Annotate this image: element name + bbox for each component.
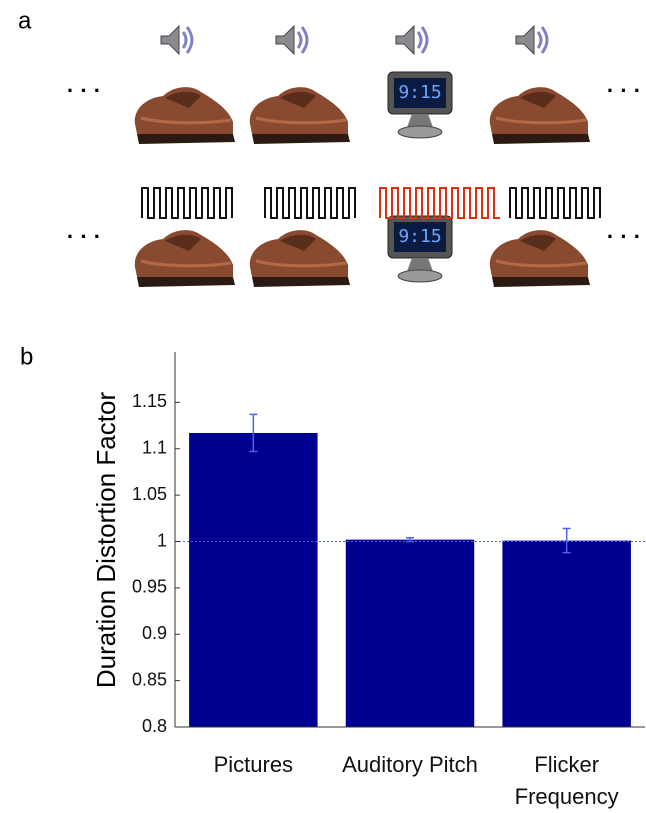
y-tick-label: 1 — [157, 530, 167, 550]
ellipsis: · · · — [607, 78, 641, 103]
y-tick-label: 0.95 — [132, 577, 167, 597]
figure-canvas: a 9:15 9:15 · · · · · · · · · · · · b Duratio… — [0, 0, 646, 813]
speaker-icon — [161, 26, 192, 54]
square-wave — [265, 188, 355, 218]
square-wave — [142, 188, 232, 218]
y-tick-label: 1.15 — [132, 391, 167, 411]
speaker-icon — [396, 26, 427, 54]
x-tick-label: Auditory Pitch — [340, 749, 480, 781]
y-tick-label: 1.05 — [132, 484, 167, 504]
ellipsis: · · · — [67, 224, 101, 249]
clock-display: 9:15 — [398, 226, 441, 247]
ellipsis: · · · — [607, 224, 641, 249]
square-wave — [380, 188, 500, 218]
bar — [502, 541, 630, 727]
y-tick-label: 0.85 — [132, 669, 167, 689]
shoe-icon — [250, 230, 350, 287]
bar — [346, 540, 474, 727]
bar — [189, 433, 317, 727]
shoe-icon — [490, 87, 590, 144]
plot-area: 0.8 0.85 0.9 0.95 1 1.05 1.1 1.15 — [132, 352, 645, 736]
y-tick-label: 0.8 — [142, 716, 167, 736]
y-axis-label: Duration Distortion Factor — [91, 392, 121, 689]
speaker-icon — [276, 26, 307, 54]
y-tick-label: 0.9 — [142, 623, 167, 643]
figure: a 9:15 9:15 · · · · · · · · · · · · b Duratio… — [0, 0, 646, 813]
illustration: 9:15 9:15 · · · · · · · · · · · · — [67, 26, 641, 287]
shoe-icon — [135, 87, 235, 144]
x-tick-label: Pictures — [183, 749, 323, 781]
speaker-icon — [516, 26, 547, 54]
panel-label: a — [18, 7, 32, 34]
shoe-icon — [490, 230, 590, 287]
square-wave — [510, 188, 600, 218]
ellipsis: · · · — [67, 78, 101, 103]
shoe-icon — [250, 87, 350, 144]
panel-label: b — [20, 343, 33, 370]
x-tick-label: Flicker Frequency — [497, 749, 637, 813]
clock-display: 9:15 — [398, 82, 441, 103]
shoe-icon — [135, 230, 235, 287]
y-tick-label: 1.1 — [142, 438, 167, 458]
